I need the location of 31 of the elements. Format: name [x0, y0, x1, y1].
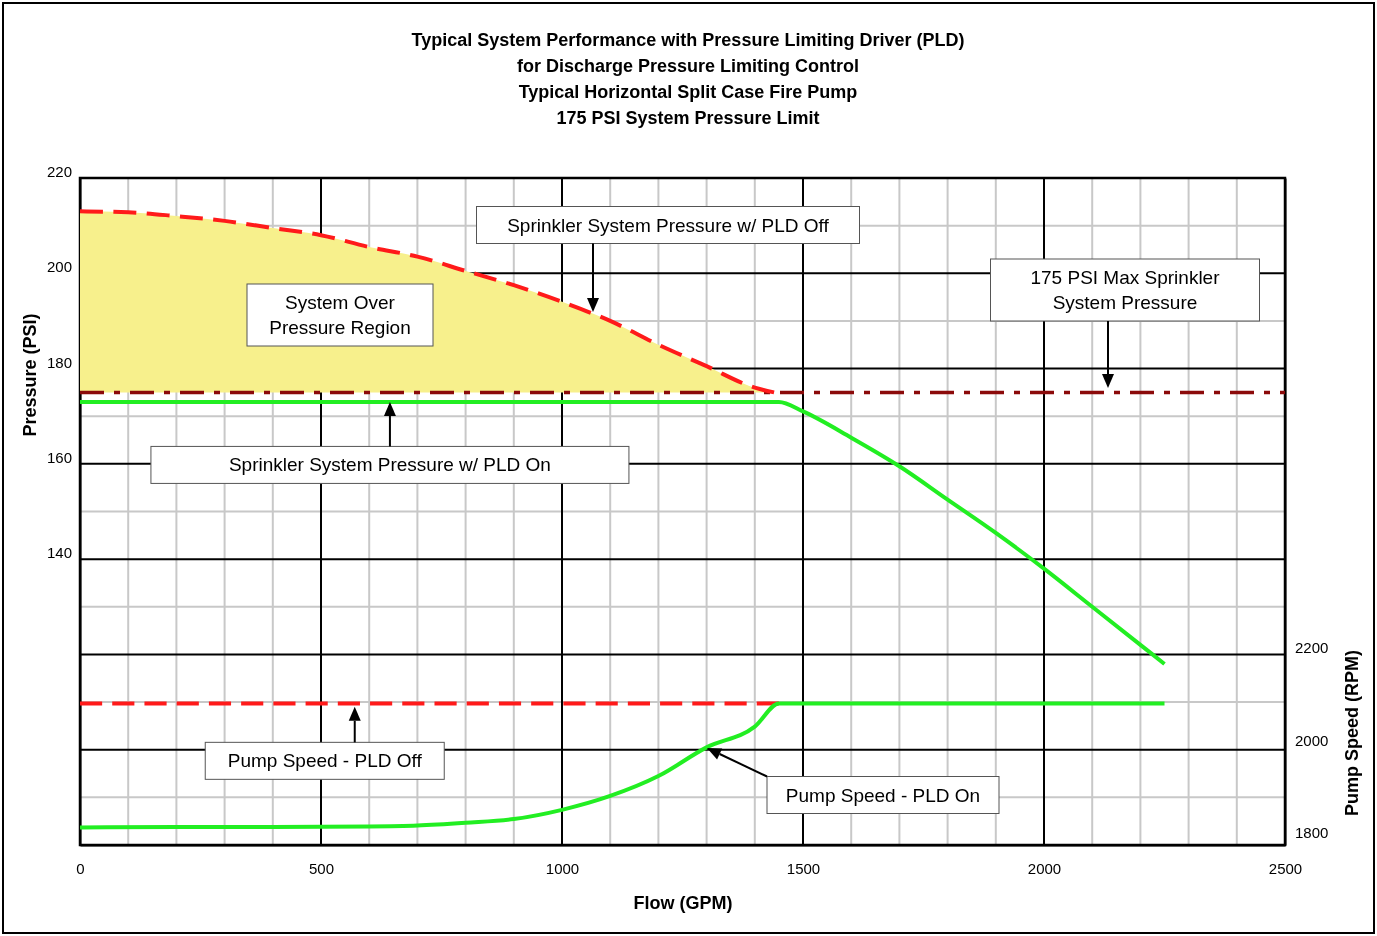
- label-box: System Over Pressure Region: [246, 283, 434, 347]
- y2-axis-title: Pump Speed (RPM): [1342, 649, 1362, 817]
- annotation: Pump Speed - PLD Off: [227, 750, 423, 772]
- y-tick-label: 160: [46, 448, 72, 466]
- annotation: Sprinkler System Pressure w/ PLD Off: [507, 214, 830, 236]
- y2-tick-label: 2200: [1295, 639, 1329, 657]
- y-tick-label: 180: [46, 353, 72, 371]
- chart-title: Typical System Performance with Pressure Limiting Driver (PLD): [411, 30, 965, 50]
- label-box: Pump Speed - PLD Off: [204, 741, 445, 780]
- annotation: Pump Speed - PLD On: [785, 784, 981, 806]
- x-axis-title: Flow (GPM): [633, 893, 733, 913]
- x-tick-label: 1000: [545, 859, 580, 877]
- x-tick-label: 2500: [1268, 859, 1303, 877]
- x-tick-label: 500: [308, 859, 335, 877]
- label-box: Sprinkler System Pressure w/ PLD Off: [476, 206, 860, 244]
- x-tick-label: 1500: [786, 859, 821, 877]
- y-tick-label: 220: [46, 163, 72, 180]
- annotation: Sprinkler System Pressure w/ PLD On: [228, 454, 551, 476]
- y2-tick-label: 1800: [1295, 824, 1329, 842]
- y-tick-label: 140: [46, 544, 72, 562]
- label-box: Pump Speed - PLD On: [766, 776, 1000, 814]
- annotation: 175 PSI Max Sprinkler System Pressure: [1030, 267, 1221, 313]
- y-tick-label: 200: [46, 258, 72, 276]
- annotation: System Over Pressure Region: [269, 292, 411, 338]
- label-box: Sprinkler System Pressure w/ PLD On: [150, 445, 630, 484]
- x-tick-label: 0: [76, 859, 85, 877]
- y2-tick-label: 2000: [1295, 731, 1329, 749]
- label-box: 175 PSI Max Sprinkler System Pressure: [990, 258, 1260, 322]
- x-tick-label: 2000: [1027, 859, 1062, 877]
- chart-subtitle: for Discharge Pressure Limiting Control Typical Horizontal Split Case Fire Pump 175 PSI System Pressure Limit: [516, 56, 860, 128]
- y-axis-title: Pressure (PSI): [20, 313, 40, 437]
